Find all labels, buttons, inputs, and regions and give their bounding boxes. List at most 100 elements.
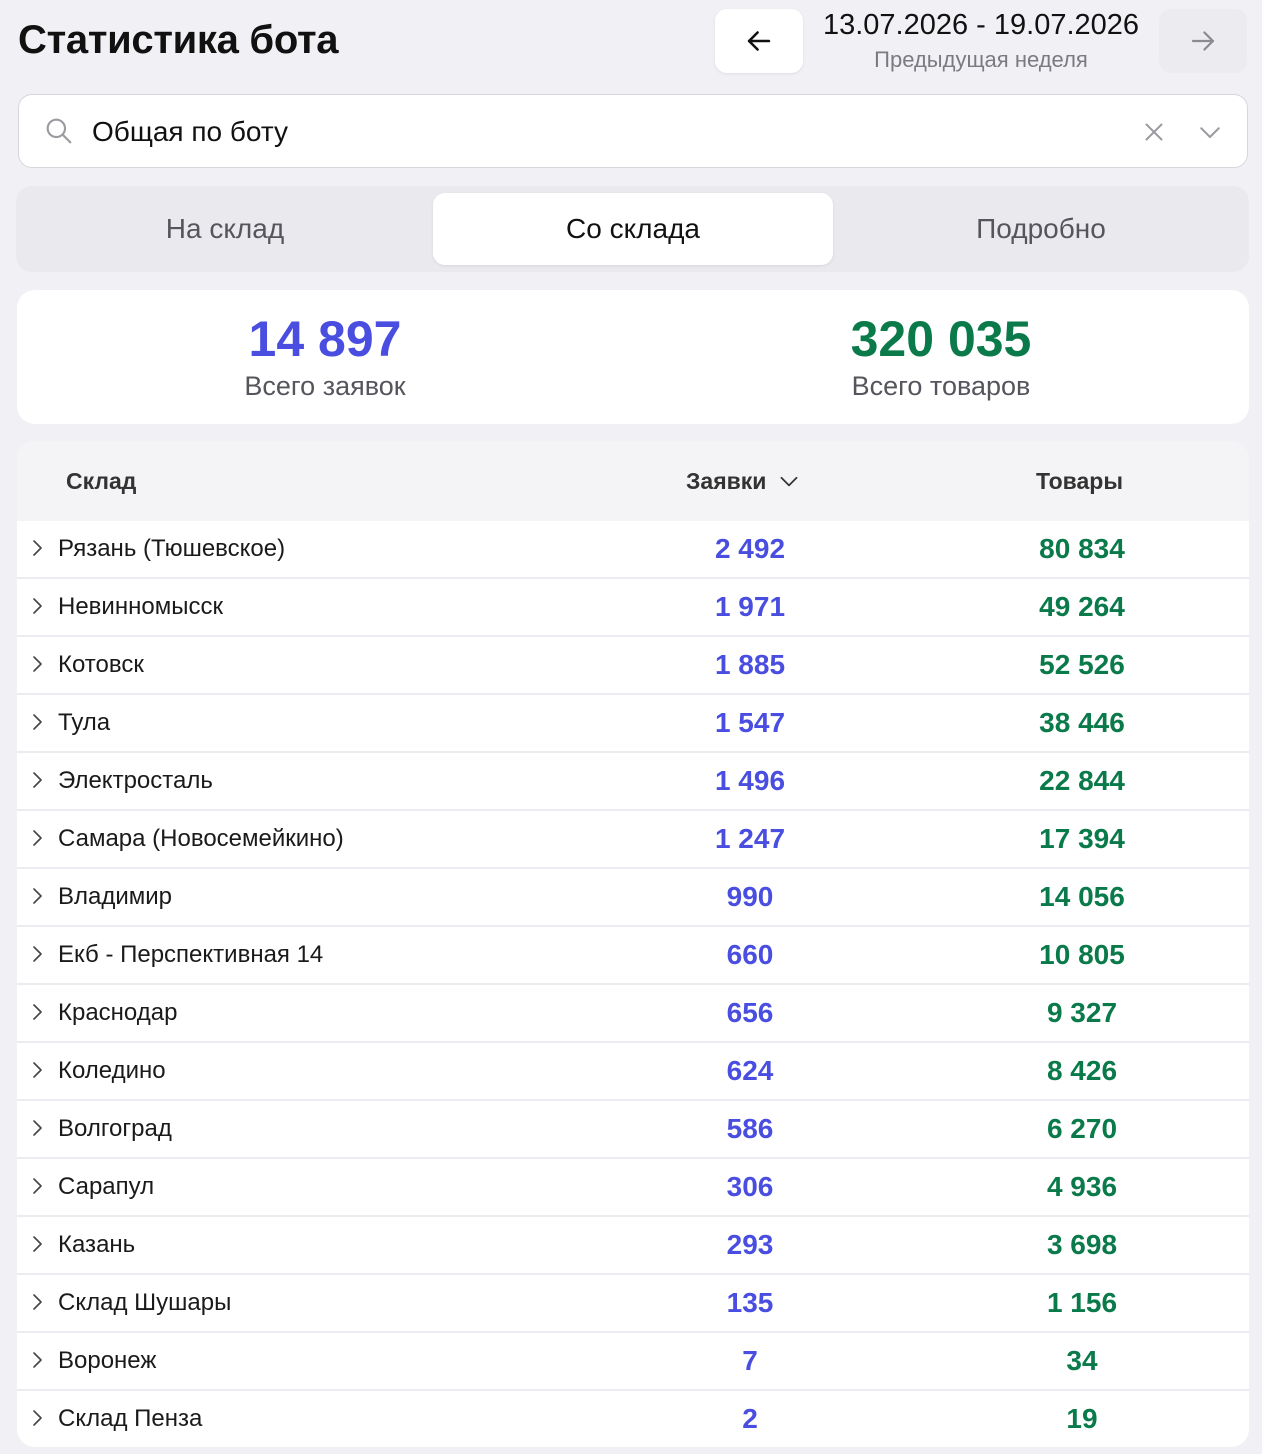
header: Статистика бота 13.07.2026 - 19.07.2026 … [0, 0, 1262, 88]
warehouse-name: Воронеж [58, 1347, 157, 1374]
table-row[interactable]: Электросталь 1 496 22 844 [17, 753, 1249, 811]
table-row[interactable]: Екб - Перспективная 14 660 10 805 [17, 927, 1249, 985]
chevron-right-icon[interactable] [25, 1406, 49, 1430]
warehouse-name: Котовск [58, 651, 144, 678]
goods-count: 3 698 [1046, 1229, 1118, 1260]
previous-week-button[interactable] [715, 9, 803, 73]
arrow-right-icon [1191, 31, 1215, 51]
chevron-right-icon[interactable] [25, 710, 49, 734]
goods-count: 52 526 [1039, 649, 1125, 680]
chevron-right-icon[interactable] [25, 652, 49, 676]
chevron-right-icon[interactable] [25, 942, 49, 966]
table-row[interactable]: Коледино 624 8 426 [17, 1043, 1249, 1101]
warehouse-table: Склад Заявки Товары Рязань (Тюшевское) 2 … [17, 441, 1249, 1447]
chevron-right-icon[interactable] [25, 826, 49, 850]
tab-bar: На склад Со склада Подробно [16, 186, 1249, 272]
goods-count: 49 264 [1039, 591, 1125, 622]
requests-count: 1 885 [714, 649, 786, 680]
chevron-down-icon[interactable] [1195, 117, 1225, 147]
chevron-right-icon[interactable] [25, 536, 49, 560]
goods-count: 4 936 [1046, 1171, 1118, 1202]
warehouse-name: Казань [58, 1231, 136, 1258]
warehouse-name: Тула [58, 709, 111, 736]
chevron-right-icon[interactable] [25, 1174, 49, 1198]
chevron-right-icon[interactable] [25, 768, 49, 792]
requests-count: 306 [726, 1171, 774, 1202]
warehouse-name: Невинномысск [58, 593, 223, 620]
chevron-right-icon[interactable] [25, 884, 49, 908]
chevron-right-icon[interactable] [25, 1000, 49, 1024]
arrow-left-icon [747, 31, 771, 51]
table-row[interactable]: Склад Шушары 135 1 156 [17, 1275, 1249, 1333]
next-week-button[interactable] [1159, 9, 1247, 73]
goods-count: 34 [1066, 1345, 1098, 1376]
requests-count: 1 496 [714, 765, 786, 796]
goods-count: 38 446 [1039, 707, 1125, 738]
goods-count: 9 327 [1046, 997, 1118, 1028]
table-row[interactable]: Воронеж 7 34 [17, 1333, 1249, 1391]
requests-count: 2 [742, 1403, 758, 1434]
table-row[interactable]: Волгоград 586 6 270 [17, 1101, 1249, 1159]
date-range: 13.07.2026 - 19.07.2026 [822, 9, 1140, 41]
requests-count: 1 247 [714, 823, 786, 854]
table-row[interactable]: Самара (Новосемейкино) 1 247 17 394 [17, 811, 1249, 869]
requests-count: 624 [726, 1055, 774, 1086]
table-row[interactable]: Краснодар 656 9 327 [17, 985, 1249, 1043]
column-header-goods[interactable]: Товары [1036, 468, 1123, 494]
requests-count: 586 [726, 1113, 774, 1144]
requests-count: 1 971 [714, 591, 786, 622]
requests-count: 135 [726, 1287, 774, 1318]
table-row[interactable]: Сарапул 306 4 936 [17, 1159, 1249, 1217]
chevron-right-icon[interactable] [25, 1232, 49, 1256]
requests-count: 293 [726, 1229, 774, 1260]
warehouse-name: Екб - Перспективная 14 [58, 941, 324, 968]
warehouse-name: Рязань (Тюшевское) [58, 535, 286, 562]
table-row[interactable]: Склад Пенза 2 19 [17, 1391, 1249, 1447]
close-icon[interactable] [1139, 117, 1169, 147]
requests-count: 656 [726, 997, 774, 1028]
chevron-right-icon[interactable] [25, 594, 49, 618]
goods-count: 19 [1066, 1403, 1098, 1434]
table-row[interactable]: Рязань (Тюшевское) 2 492 80 834 [17, 521, 1249, 579]
column-header-requests[interactable]: Заявки [686, 465, 802, 497]
chevron-right-icon[interactable] [25, 1116, 49, 1140]
total-goods-value: 320 035 [850, 311, 1032, 367]
goods-count: 10 805 [1039, 939, 1125, 970]
bot-select[interactable]: Общая по боту [18, 94, 1248, 168]
tab-details[interactable]: Подробно [976, 213, 1106, 244]
goods-count: 8 426 [1046, 1055, 1118, 1086]
table-row[interactable]: Котовск 1 885 52 526 [17, 637, 1249, 695]
chevron-right-icon[interactable] [25, 1290, 49, 1314]
chevron-right-icon[interactable] [25, 1058, 49, 1082]
warehouse-name: Коледино [58, 1057, 166, 1084]
chevron-right-icon[interactable] [25, 1348, 49, 1372]
search-icon [46, 118, 72, 144]
requests-count: 1 547 [714, 707, 786, 738]
total-requests-label: Всего заявок [244, 371, 406, 401]
warehouse-name: Владимир [58, 883, 173, 910]
requests-count: 7 [742, 1345, 758, 1376]
goods-count: 1 156 [1046, 1287, 1118, 1318]
goods-count: 14 056 [1039, 881, 1125, 912]
table-row[interactable]: Казань 293 3 698 [17, 1217, 1249, 1275]
date-period: 13.07.2026 - 19.07.2026 Предыдущая недел… [805, 6, 1157, 76]
table-body: Рязань (Тюшевское) 2 492 80 834 Невинномысс… [17, 521, 1249, 1447]
warehouse-name: Электросталь [58, 767, 213, 794]
table-row[interactable]: Невинномысск 1 971 49 264 [17, 579, 1249, 637]
total-requests: 14 897 Всего заявок [17, 310, 633, 404]
table-row[interactable]: Владимир 990 14 056 [17, 869, 1249, 927]
warehouse-name: Краснодар [58, 999, 178, 1026]
requests-count: 990 [726, 881, 774, 912]
table-row[interactable]: Тула 1 547 38 446 [17, 695, 1249, 753]
goods-count: 17 394 [1039, 823, 1125, 854]
requests-count: 2 492 [714, 533, 786, 564]
column-header-warehouse[interactable]: Склад [66, 468, 137, 494]
totals-card: 14 897 Всего заявок 320 035 Всего товаро… [17, 290, 1249, 424]
tab-from-warehouse[interactable]: Со склада [433, 193, 833, 265]
total-requests-value: 14 897 [248, 311, 402, 367]
period-label: Предыдущая неделя [874, 47, 1088, 72]
goods-count: 6 270 [1046, 1113, 1118, 1144]
table-header: Склад Заявки Товары [17, 441, 1249, 521]
warehouse-name: Склад Пенза [58, 1405, 203, 1432]
tab-to-warehouse[interactable]: На склад [165, 213, 285, 244]
